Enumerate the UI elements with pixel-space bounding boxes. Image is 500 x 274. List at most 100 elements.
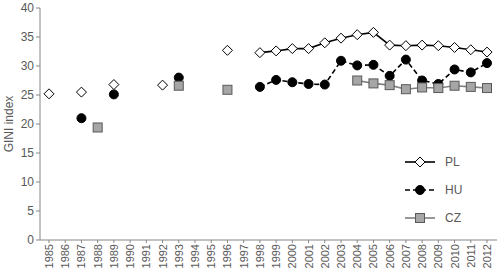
data-point [401, 41, 411, 51]
data-point [44, 89, 54, 99]
data-point [304, 79, 313, 88]
x-tick-label: 2012 [481, 244, 493, 268]
data-point [222, 45, 232, 55]
x-tick-label: 1990 [124, 244, 136, 268]
data-point [272, 75, 281, 84]
y-tick [36, 182, 40, 183]
x-tick [438, 240, 439, 243]
x-tick-label: 1993 [173, 244, 185, 268]
data-point [353, 76, 362, 85]
y-tick-label: 40 [21, 1, 35, 15]
x-tick [65, 240, 66, 243]
plot-area [44, 27, 492, 132]
data-point [320, 38, 330, 48]
data-point [385, 81, 394, 90]
x-tick [422, 240, 423, 243]
x-tick-label: 1997 [238, 244, 250, 268]
legend-label: HU [445, 183, 462, 197]
x-tick [373, 240, 374, 243]
y-tick-label: 30 [21, 59, 35, 73]
data-point [353, 61, 362, 70]
x-tick [211, 240, 212, 243]
x-tick [243, 240, 244, 243]
data-point [336, 33, 346, 43]
x-tick-label: 2010 [449, 244, 461, 268]
y-tick-label: 35 [21, 30, 35, 44]
y-tick [36, 153, 40, 154]
data-point [417, 40, 427, 50]
data-point [304, 44, 314, 54]
x-tick-label: 2002 [319, 244, 331, 268]
x-tick-label: 2005 [367, 244, 379, 268]
data-point [483, 84, 492, 93]
legend-marker [416, 214, 425, 223]
x-tick [113, 240, 114, 243]
x-tick-label: 2001 [303, 244, 315, 268]
y-tick-label: 25 [21, 88, 35, 102]
x-tick [470, 240, 471, 243]
x-tick [81, 240, 82, 243]
y-tick-label: 20 [21, 117, 35, 131]
data-point [385, 40, 395, 50]
data-point [418, 83, 427, 92]
data-point [255, 48, 265, 58]
y-tick-label: 10 [21, 175, 35, 189]
x-tick [487, 240, 488, 243]
legend-marker [415, 157, 425, 167]
data-point [223, 85, 232, 94]
data-point [401, 85, 410, 94]
x-tick-label: 1989 [108, 244, 120, 268]
x-tick [259, 240, 260, 243]
x-tick-label: 2003 [335, 244, 347, 268]
y-tick-label: 15 [21, 146, 35, 160]
data-point [288, 78, 297, 87]
data-point [109, 90, 118, 99]
data-point [450, 42, 460, 52]
chart: 0510152025303540198519861987198819891990… [0, 0, 500, 274]
x-tick-label: 1998 [254, 244, 266, 268]
x-tick-label: 1995 [205, 244, 217, 268]
data-point [158, 80, 168, 90]
x-tick [130, 240, 131, 243]
x-tick-label: 2004 [351, 244, 363, 268]
x-tick-label: 2000 [286, 244, 298, 268]
y-tick [36, 211, 40, 212]
data-point [369, 79, 378, 88]
data-point [271, 46, 281, 56]
x-tick [292, 240, 293, 243]
y-tick-label: 0 [27, 233, 34, 247]
y-tick [36, 240, 40, 241]
data-point [401, 55, 410, 64]
x-tick [389, 240, 390, 243]
x-tick-label: 1988 [92, 244, 104, 268]
data-point [93, 123, 102, 132]
x-tick [227, 240, 228, 243]
data-point [450, 65, 459, 74]
y-tick [36, 95, 40, 96]
y-axis-label: GINI index [2, 96, 16, 153]
legend-marker [416, 186, 425, 195]
data-point [466, 45, 476, 55]
x-tick [308, 240, 309, 243]
x-tick [49, 240, 50, 243]
x-tick [97, 240, 98, 243]
x-tick-label: 1985 [43, 244, 55, 268]
x-tick-label: 1991 [140, 244, 152, 268]
x-tick [178, 240, 179, 243]
x-tick-label: 1986 [59, 244, 71, 268]
data-point [76, 87, 86, 97]
x-tick-label: 1992 [157, 244, 169, 268]
x-tick-label: 1996 [221, 244, 233, 268]
x-tick [162, 240, 163, 243]
data-point [368, 27, 378, 37]
y-tick [36, 124, 40, 125]
x-tick [276, 240, 277, 243]
data-point [369, 60, 378, 69]
data-point [482, 47, 492, 57]
data-point [434, 84, 443, 93]
x-axis [40, 240, 497, 241]
data-point [466, 82, 475, 91]
x-tick [195, 240, 196, 243]
x-tick-label: 2006 [384, 244, 396, 268]
data-point [255, 82, 264, 91]
